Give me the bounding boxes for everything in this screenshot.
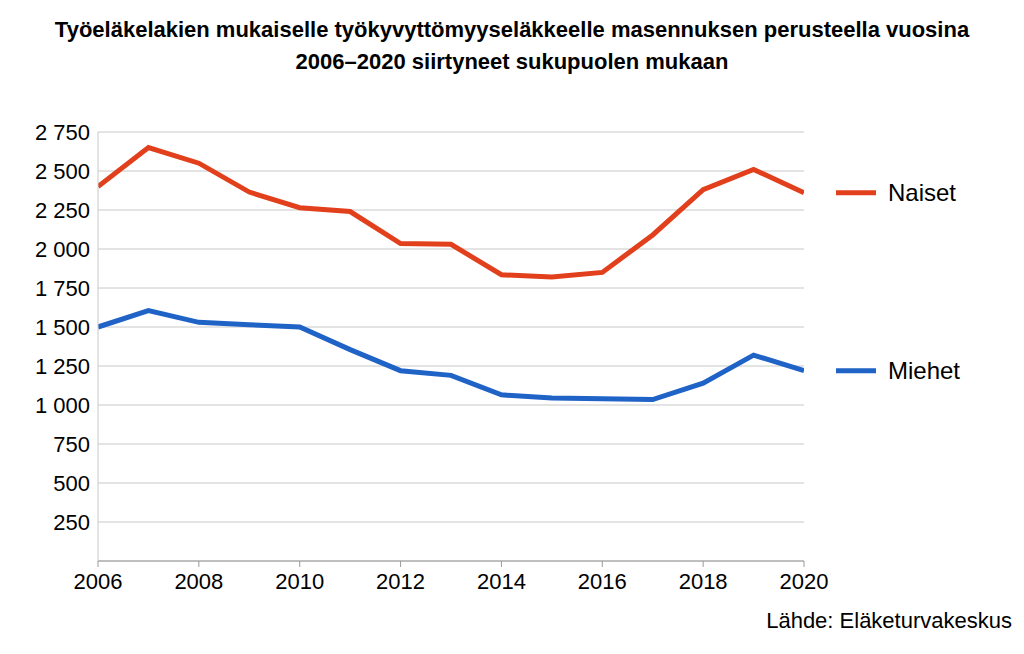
html-text:Työeläkelakien mukaiselle työk: Työeläkelakien mukaiselle työkyvyttömyys… [54,17,970,74]
svg-text:2 500: 2 500 [35,159,90,184]
svg-text:2020: 2020 [780,569,829,594]
svg-text:2014: 2014 [477,569,526,594]
svg-text:1 250: 1 250 [35,354,90,379]
svg-text:Miehet: Miehet [888,357,960,384]
svg-text:250: 250 [53,510,90,535]
svg-text:1 000: 1 000 [35,393,90,418]
svg-text:Naiset: Naiset [888,179,956,206]
svg-text:1 500: 1 500 [35,315,90,340]
svg-text:2 750: 2 750 [35,120,90,145]
html-text:Lähde: Eläketurvakeskus: Lähde: Eläketurvakeskus [766,608,1012,633]
svg-text:2 000: 2 000 [35,237,90,262]
svg-text:2008: 2008 [174,569,223,594]
svg-text:500: 500 [53,471,90,496]
svg-text:2 250: 2 250 [35,198,90,223]
svg-text:1 750: 1 750 [35,276,90,301]
svg-text:2016: 2016 [578,569,627,594]
svg-text:2012: 2012 [376,569,425,594]
svg-text:750: 750 [53,432,90,457]
svg-text:2006: 2006 [74,569,123,594]
svg-text:2018: 2018 [679,569,728,594]
svg-text:2010: 2010 [275,569,324,594]
